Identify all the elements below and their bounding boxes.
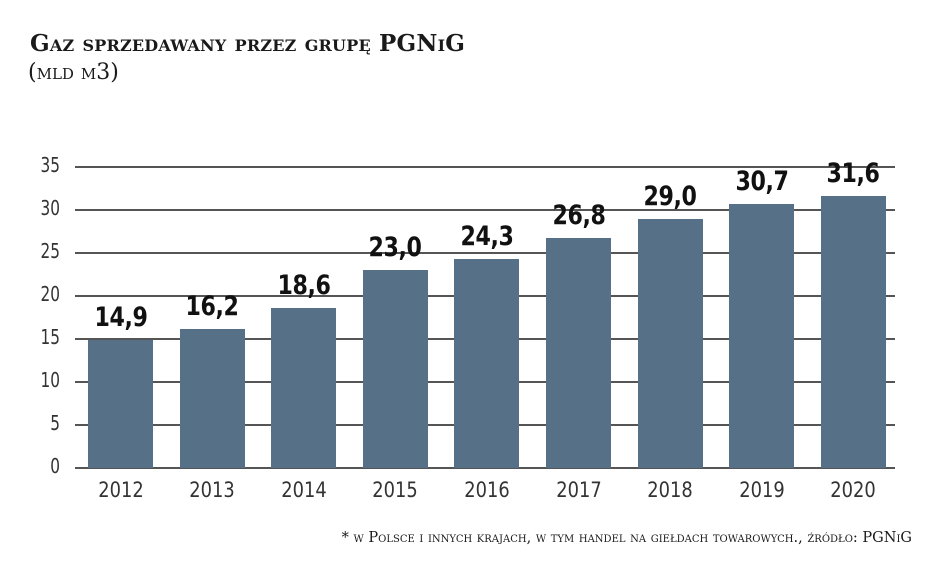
footnote-source: * w Polsce i innych krajach, w tym hande… [341,530,912,546]
bar-2019 [729,203,795,468]
x-tick-label: 2013 [189,478,235,502]
x-tick-label: 2018 [647,478,693,502]
bar-2017 [546,237,611,468]
x-tick-label: 2016 [464,478,510,502]
chart-subtitle: (mld m3) [28,60,119,85]
x-tick-label: 2020 [830,478,877,502]
chart-title: Gaz sprzedawany przez grupę PGNiG [30,30,466,57]
x-tick-label: 2015 [372,478,419,502]
x-tick-label: 2019 [738,478,785,502]
y-tick-label: 35 [40,153,60,177]
value-label: 18,6 [277,270,331,302]
bar-2015 [362,270,428,468]
bar-2013 [179,328,245,468]
value-label: 23,0 [368,232,422,264]
y-tick-label: 10 [40,368,60,392]
bar-2020 [820,196,886,468]
y-tick-label: 0 [50,454,60,478]
value-label: 30,7 [735,165,789,197]
x-tick-label: 2012 [97,478,144,502]
y-tick-label: 20 [40,282,60,306]
gridline [75,467,895,469]
bar-2018 [637,218,703,468]
gridline [75,252,895,254]
y-tick-label: 15 [40,325,60,349]
y-tick-label: 30 [40,196,60,220]
y-tick-label: 25 [40,239,60,263]
gridline [75,209,895,211]
bar-2016 [454,259,520,468]
bar-2012 [88,339,153,468]
value-label: 16,2 [185,290,239,322]
value-label: 31,6 [826,158,880,190]
value-label: 26,8 [552,199,605,231]
y-tick-label: 5 [50,411,60,435]
x-tick-label: 2017 [555,478,602,502]
x-tick-label: 2014 [280,478,327,502]
gridline [75,166,895,168]
bar-2014 [271,308,337,468]
value-label: 24,3 [460,221,514,253]
value-label: 29,0 [643,180,697,212]
value-label: 14,9 [94,301,147,333]
